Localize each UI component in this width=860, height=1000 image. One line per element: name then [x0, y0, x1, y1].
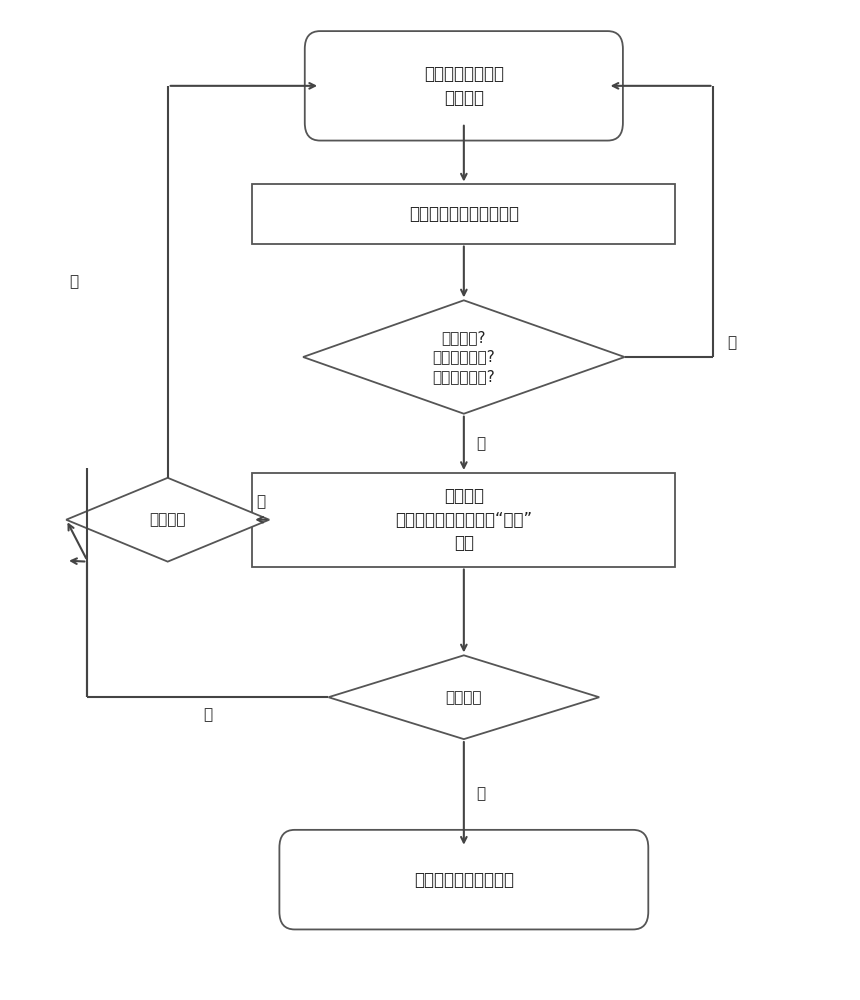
Text: 是: 是 — [476, 436, 485, 451]
Text: 等待状态
驱动电机转矩等于车辆“爬行”
转矩: 等待状态 驱动电机转矩等于车辆“爬行” 转矩 — [396, 487, 532, 552]
Text: 否: 否 — [256, 494, 266, 509]
Text: 进入坡道起步辅助功能: 进入坡道起步辅助功能 — [414, 871, 513, 889]
Text: 松开手刹?
档位在前进档?
松开制动踏板?: 松开手刹? 档位在前进档? 松开制动踏板? — [433, 330, 495, 384]
Text: 车辆前进: 车辆前进 — [150, 512, 186, 527]
Text: 否: 否 — [728, 335, 737, 350]
Text: 车辆溜坡: 车辆溜坡 — [445, 690, 482, 705]
Text: 坡道起步辅助功能
关的状态: 坡道起步辅助功能 关的状态 — [424, 65, 504, 107]
Polygon shape — [303, 300, 624, 414]
Polygon shape — [66, 478, 269, 562]
FancyBboxPatch shape — [280, 830, 648, 929]
Bar — [252, 473, 675, 567]
Text: 否: 否 — [203, 707, 212, 722]
Text: 踩下制动踏板，车辆静止: 踩下制动踏板，车辆静止 — [408, 205, 519, 223]
Bar — [252, 184, 675, 244]
Text: 是: 是 — [70, 274, 79, 289]
Polygon shape — [329, 655, 599, 739]
Text: 是: 是 — [476, 786, 485, 801]
FancyBboxPatch shape — [304, 31, 623, 141]
